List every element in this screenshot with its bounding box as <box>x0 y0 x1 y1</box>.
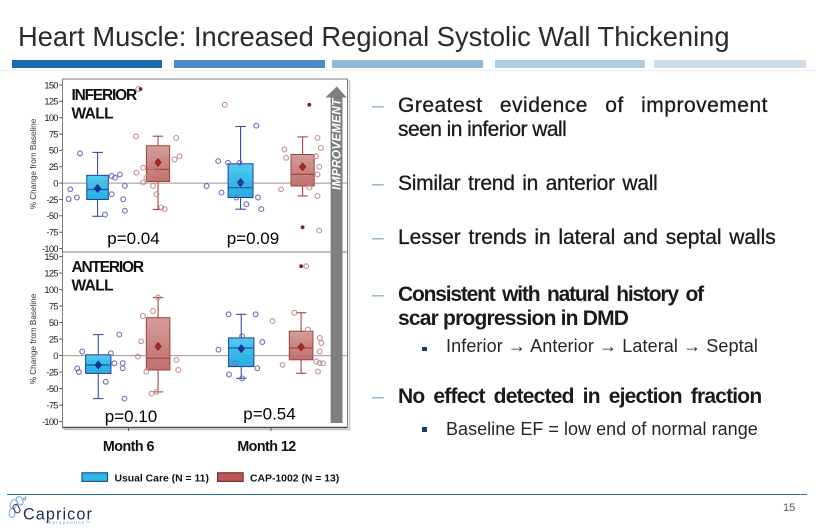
svg-text:Month 12: Month 12 <box>237 439 296 455</box>
svg-text:0: 0 <box>53 351 58 361</box>
svg-text:125: 125 <box>44 97 58 107</box>
svg-text:p=0.10: p=0.10 <box>105 407 157 426</box>
svg-text:150: 150 <box>44 80 58 90</box>
svg-text:INFERIOR: INFERIOR <box>72 87 137 104</box>
svg-text:Capricor: Capricor <box>23 506 93 524</box>
svg-text:p=0.04: p=0.04 <box>107 229 159 248</box>
svg-text:75: 75 <box>49 129 58 139</box>
svg-text:p=0.09: p=0.09 <box>227 229 279 248</box>
svg-text:100: 100 <box>44 285 58 295</box>
svg-text:-25: -25 <box>47 195 59 205</box>
svg-text:125: 125 <box>44 268 58 278</box>
svg-text:Month 6: Month 6 <box>103 439 155 455</box>
svg-text:75: 75 <box>49 301 58 311</box>
svg-text:50: 50 <box>49 146 58 156</box>
svg-text:25: 25 <box>49 334 58 344</box>
svg-text:50: 50 <box>49 318 58 328</box>
svg-text:-100: -100 <box>42 417 58 427</box>
svg-text:p=0.54: p=0.54 <box>243 405 295 424</box>
svg-text:150: 150 <box>44 252 58 262</box>
svg-text:IMPROVEMENT: IMPROVEMENT <box>330 97 344 190</box>
svg-text:-25: -25 <box>47 367 59 377</box>
svg-text:Usual Care (N = 11): Usual Care (N = 11) <box>115 474 209 485</box>
svg-text:Therapeutics™: Therapeutics™ <box>45 520 91 525</box>
svg-text:-75: -75 <box>47 400 59 410</box>
svg-text:-50: -50 <box>47 384 59 394</box>
svg-text:-50: -50 <box>47 211 59 221</box>
svg-text:WALL: WALL <box>72 278 114 295</box>
svg-text:25: 25 <box>49 162 58 172</box>
svg-text:0: 0 <box>53 178 58 188</box>
svg-text:% Change from Baseline: % Change from Baseline <box>29 293 38 384</box>
svg-text:-100: -100 <box>42 244 58 254</box>
svg-text:ANTERIOR: ANTERIOR <box>72 259 144 276</box>
svg-text:100: 100 <box>44 113 58 123</box>
svg-text:CAP-1002 (N = 13): CAP-1002 (N = 13) <box>250 474 339 485</box>
svg-text:WALL: WALL <box>72 106 114 123</box>
svg-text:% Change from Baseline: % Change from Baseline <box>29 118 38 209</box>
svg-text:-75: -75 <box>47 228 59 238</box>
